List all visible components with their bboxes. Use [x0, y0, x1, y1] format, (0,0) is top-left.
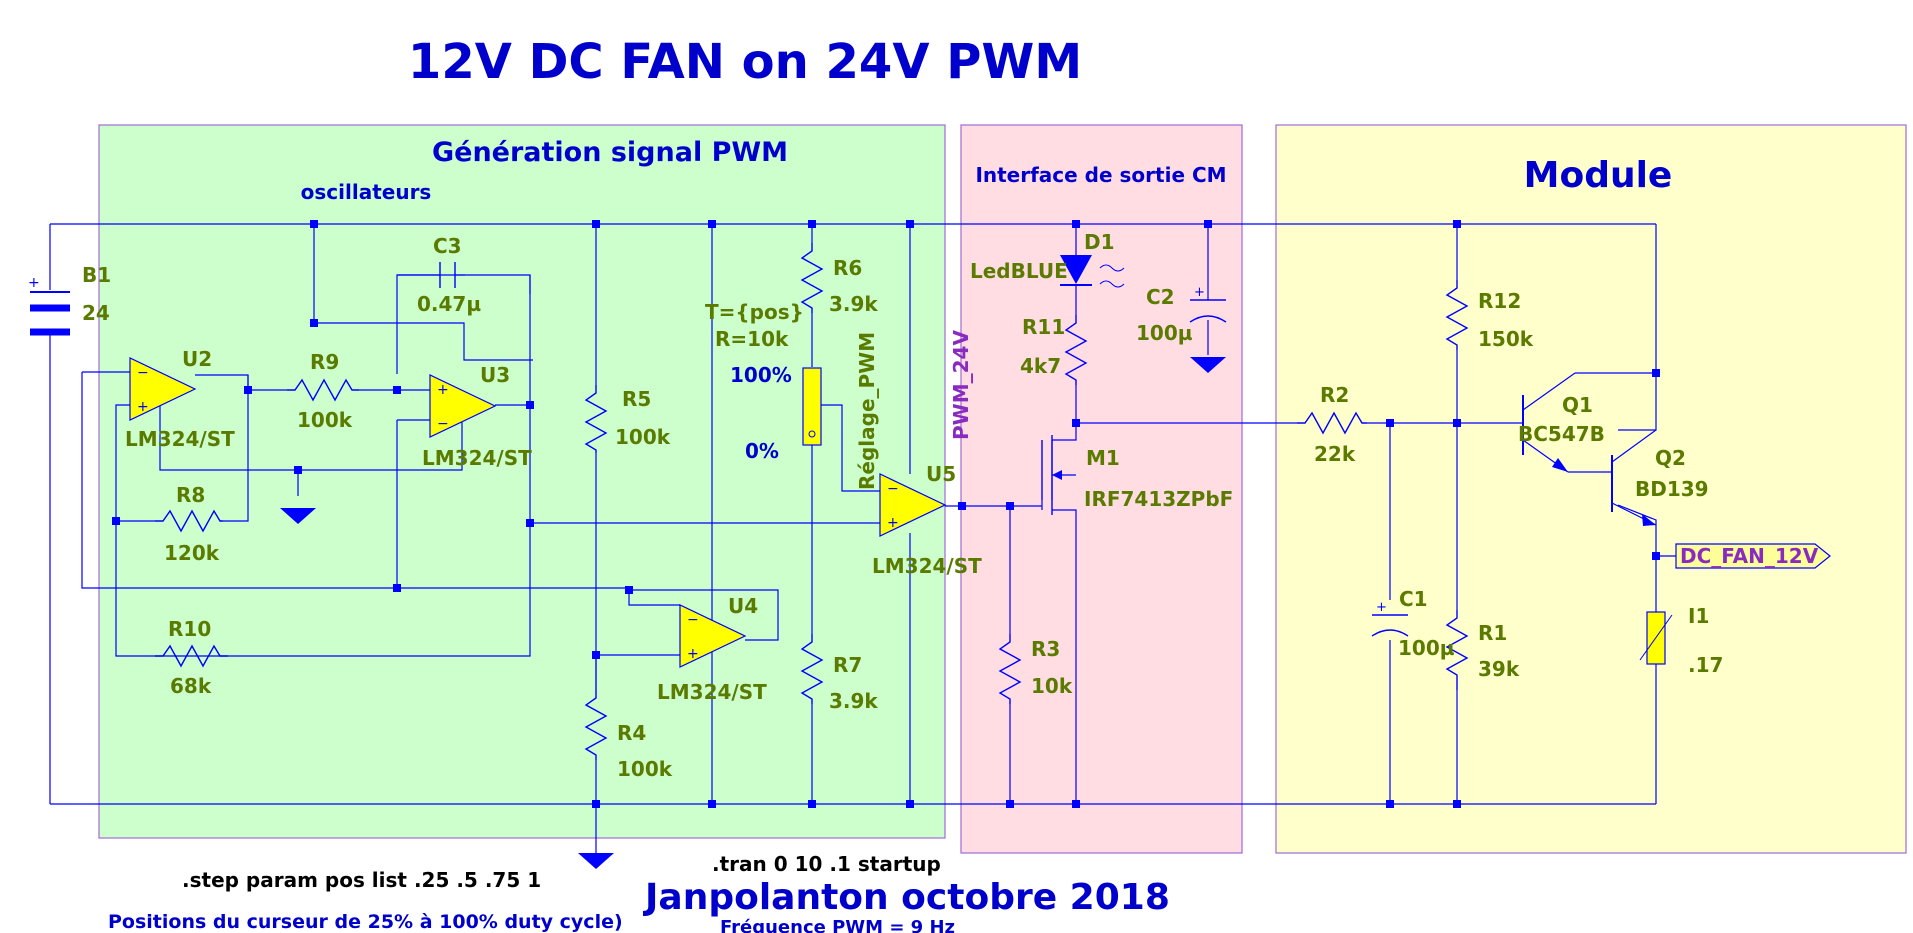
u2-model: LM324/ST	[125, 427, 235, 451]
transistor-q2	[1568, 429, 1657, 526]
pot-bottom-label: 0%	[745, 439, 779, 463]
r6-value: 3.9k	[829, 292, 878, 316]
q2-label: Q2	[1655, 446, 1686, 470]
net-label-dc-fan: DC_FAN_12V	[1680, 544, 1819, 568]
page-title: 12V DC FAN on 24V PWM	[408, 34, 1082, 90]
svg-text:−: −	[687, 612, 699, 628]
r10-value: 68k	[170, 674, 212, 698]
svg-text:+: +	[28, 275, 40, 291]
d1-model: LedBLUE	[970, 259, 1068, 283]
q1-model: BC547B	[1518, 422, 1605, 446]
region-pwm-title: Génération signal PWM	[432, 137, 788, 168]
svg-text:+: +	[137, 399, 149, 415]
r8-label: R8	[176, 483, 205, 507]
q1-label: Q1	[1562, 393, 1593, 417]
c1-value: 100µ	[1398, 636, 1455, 660]
d1-label: D1	[1084, 230, 1115, 254]
author-footer: Janpolanton octobre 2018	[642, 877, 1170, 918]
m1-label: M1	[1086, 446, 1120, 470]
svg-text:−: −	[887, 481, 899, 497]
r3-label: R3	[1031, 637, 1060, 661]
r8-value: 120k	[164, 541, 220, 565]
svg-text:−: −	[137, 365, 149, 381]
net-label-pwm: PWM_24V	[949, 330, 973, 440]
svg-text:−: −	[437, 416, 449, 432]
duty-cycle-note: Positions du curseur de 25% à 100% duty …	[108, 911, 623, 933]
i1-value: .17	[1688, 653, 1723, 677]
r12-value: 150k	[1478, 327, 1534, 351]
opamp-u3: + −	[429, 374, 497, 438]
current-source-i1	[1639, 611, 1673, 665]
opamp-u4: − +	[679, 604, 747, 668]
r7-label: R7	[833, 653, 862, 677]
i1-label: I1	[1688, 604, 1709, 628]
region-pwm-subtitle: oscillateurs	[301, 180, 432, 204]
r2-value: 22k	[1314, 442, 1356, 466]
region-module	[1275, 124, 1907, 854]
battery-b1: +	[28, 275, 70, 336]
opamp-u2: − +	[129, 357, 197, 421]
r2-label: R2	[1320, 383, 1349, 407]
svg-text:+: +	[1194, 285, 1205, 300]
svg-text:+: +	[887, 515, 899, 531]
u3-label: U3	[480, 363, 510, 387]
r6-label: R6	[833, 256, 862, 280]
c3-value: 0.47µ	[417, 292, 481, 316]
potentiometer	[802, 367, 822, 446]
r1-value: 39k	[1478, 657, 1520, 681]
pot-name: Réglage_PWM	[855, 332, 879, 490]
net-flag-dc-fan	[1675, 543, 1831, 569]
led-d1	[1060, 255, 1125, 288]
ground-symbols	[280, 357, 1226, 869]
r9-label: R9	[310, 350, 339, 374]
b1-label: B1	[82, 263, 111, 287]
region-interface-title: Interface de sortie CM	[975, 163, 1226, 187]
tran-directive: .tran 0 10 .1 startup	[712, 852, 941, 876]
r4-value: 100k	[617, 757, 673, 781]
junction-nodes	[112, 220, 1660, 808]
r11-value: 4k7	[1020, 354, 1061, 378]
q2-model: BD139	[1635, 477, 1709, 501]
r10-label: R10	[168, 617, 211, 641]
r5-label: R5	[622, 387, 651, 411]
svg-text:+: +	[437, 382, 449, 398]
pot-param-t: T={pos}	[705, 300, 804, 324]
pot-top-label: 100%	[730, 363, 792, 387]
r12-label: R12	[1478, 289, 1521, 313]
u2-label: U2	[182, 347, 212, 371]
r5-value: 100k	[615, 425, 671, 449]
r3-value: 10k	[1031, 674, 1073, 698]
svg-text:+: +	[687, 646, 699, 662]
c3-label: C3	[433, 234, 462, 258]
r11-label: R11	[1022, 315, 1065, 339]
u3-model: LM324/ST	[422, 446, 532, 470]
u5-label: U5	[926, 462, 956, 486]
region-module-title: Module	[1524, 155, 1673, 196]
u4-label: U4	[728, 594, 758, 618]
b1-value: 24	[82, 301, 110, 325]
c2-label: C2	[1146, 285, 1175, 309]
step-directive: .step param pos list .25 .5 .75 1	[182, 868, 541, 892]
region-output-interface	[960, 124, 1243, 854]
svg-text:+: +	[1376, 600, 1387, 615]
opamp-u5: − +	[879, 473, 947, 537]
pot-param-r: R=10k	[715, 327, 789, 351]
r9-value: 100k	[297, 408, 353, 432]
mosfet-m1	[1041, 432, 1077, 517]
r4-label: R4	[617, 721, 646, 745]
r7-value: 3.9k	[829, 689, 878, 713]
capacitors: + +	[439, 262, 1409, 637]
pwm-frequency-note: Fréquence PWM = 9 Hz	[720, 917, 955, 933]
region-pwm-generation	[98, 124, 946, 839]
r1-label: R1	[1478, 621, 1507, 645]
c1-label: C1	[1399, 587, 1428, 611]
c2-value: 100µ	[1136, 321, 1193, 345]
transistor-q1	[1522, 372, 1576, 473]
u5-model: LM324/ST	[872, 554, 982, 578]
m1-model: IRF7413ZPbF	[1084, 487, 1233, 511]
resistors	[155, 243, 1469, 760]
u4-model: LM324/ST	[657, 680, 767, 704]
